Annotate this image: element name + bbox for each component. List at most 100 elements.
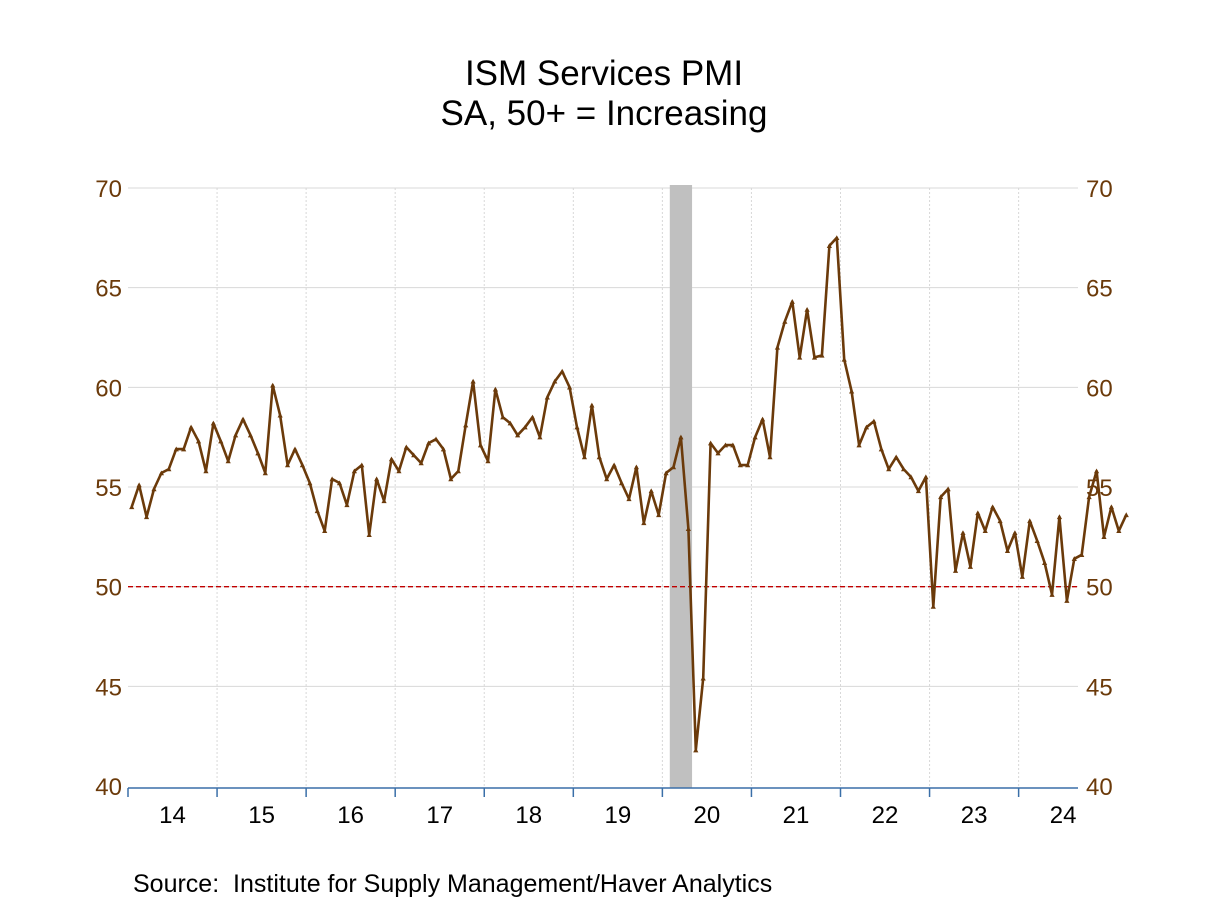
y-tick-label-left: 45 <box>95 674 122 701</box>
x-tick-label: 18 <box>515 802 542 829</box>
x-tick-label: 16 <box>337 802 364 829</box>
x-tick-label: 15 <box>248 802 275 829</box>
data-point <box>1108 504 1114 510</box>
data-point <box>975 510 981 516</box>
data-point <box>997 518 1003 524</box>
data-point <box>990 504 996 510</box>
x-tick-label: 23 <box>961 802 988 829</box>
data-point <box>908 474 914 480</box>
data-point <box>767 454 773 460</box>
data-point <box>1123 512 1129 518</box>
data-point <box>819 352 825 358</box>
data-point <box>834 235 840 241</box>
data-point <box>849 388 855 394</box>
data-point <box>1034 538 1040 544</box>
data-point <box>633 464 639 470</box>
data-point <box>166 466 172 472</box>
data-point <box>893 454 899 460</box>
data-point <box>143 514 150 520</box>
y-tick-label-right: 40 <box>1086 774 1113 801</box>
data-point <box>574 424 580 430</box>
data-point <box>195 438 202 444</box>
data-point <box>930 604 936 609</box>
data-point <box>604 476 610 482</box>
data-point <box>1079 552 1085 557</box>
data-point <box>425 440 432 446</box>
y-tick-label-left: 40 <box>95 774 122 801</box>
data-point <box>863 424 870 430</box>
data-point <box>388 456 395 462</box>
data-point <box>1071 556 1077 561</box>
data-point <box>915 488 922 494</box>
data-point <box>225 458 231 464</box>
data-point <box>841 356 847 362</box>
data-point <box>693 747 699 753</box>
data-point <box>1093 468 1100 474</box>
data-point <box>938 494 944 500</box>
data-point <box>722 442 729 448</box>
recession-shading <box>669 185 693 788</box>
data-point <box>529 414 536 420</box>
data-point <box>307 480 313 486</box>
axis-layer <box>127 787 1078 797</box>
y-tick-label-right: 45 <box>1086 674 1113 701</box>
data-point <box>670 464 677 470</box>
data-point <box>418 460 424 466</box>
chart-subtitle: SA, 50+ = Increasing <box>440 94 768 133</box>
y-tick-label-right: 50 <box>1086 575 1113 602</box>
data-point <box>1116 528 1122 534</box>
data-point <box>789 299 795 304</box>
data-point <box>344 502 350 508</box>
data-point <box>181 446 187 452</box>
data-point <box>611 462 617 468</box>
data-point <box>210 420 216 426</box>
data-point <box>715 450 721 456</box>
data-point <box>759 416 766 422</box>
data-point <box>1101 534 1107 540</box>
data-point <box>322 528 328 534</box>
tick-label-layer: 40 40 45 45 50 50 55 55 60 60 65 65 70 70 14 15 16 17 18 19… <box>95 176 1112 829</box>
y-tick-label-left: 55 <box>95 475 122 502</box>
data-point <box>878 446 884 452</box>
data-point <box>492 386 498 392</box>
data-point <box>581 454 588 460</box>
data-point <box>500 414 506 420</box>
data-point <box>218 438 224 444</box>
data-point <box>737 462 743 468</box>
x-tick-label: 14 <box>159 802 186 829</box>
data-point <box>797 354 803 360</box>
data-point <box>374 476 380 482</box>
data-point <box>967 564 973 569</box>
data-point <box>856 442 862 448</box>
x-tick-label: 19 <box>604 802 631 829</box>
data-point <box>463 422 469 428</box>
data-point <box>455 468 461 474</box>
data-point <box>752 434 758 440</box>
y-tick-label-left: 50 <box>95 575 122 602</box>
series-layer <box>129 235 1129 753</box>
data-point <box>522 424 528 430</box>
data-point <box>952 568 959 573</box>
data-point <box>804 306 810 312</box>
data-point <box>826 243 832 249</box>
data-point <box>470 378 476 384</box>
x-tick-label: 21 <box>783 802 810 829</box>
data-point <box>129 504 135 510</box>
x-tick-label: 22 <box>872 802 899 829</box>
data-point <box>618 480 625 486</box>
data-point <box>1042 560 1048 565</box>
data-point <box>299 462 306 468</box>
data-point <box>1019 574 1025 579</box>
data-point <box>1012 530 1018 536</box>
data-point <box>448 476 454 482</box>
data-point <box>678 434 684 440</box>
data-point <box>284 462 291 468</box>
data-point <box>477 442 484 448</box>
data-point <box>314 508 320 514</box>
data-point <box>552 378 558 384</box>
x-tick-label: 24 <box>1050 802 1077 829</box>
recession-shading-layer <box>669 185 693 788</box>
y-tick-label-left: 60 <box>95 375 122 402</box>
x-tick-label: 17 <box>426 802 453 829</box>
data-point <box>774 344 781 350</box>
